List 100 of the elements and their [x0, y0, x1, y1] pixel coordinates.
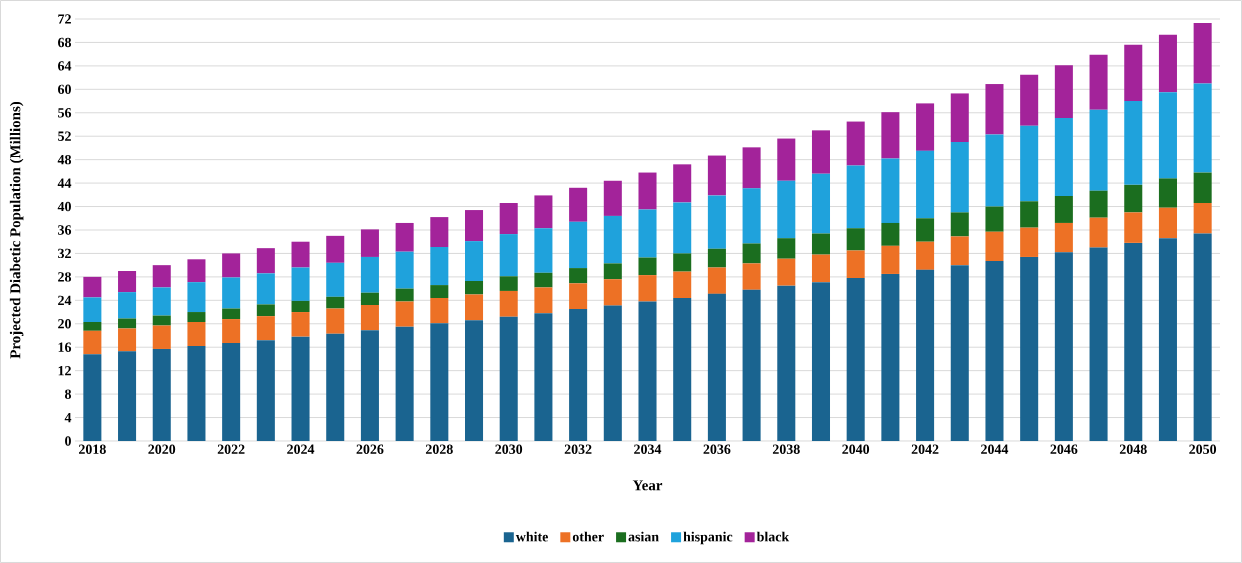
bar: [1193, 23, 1212, 84]
bar: [222, 319, 241, 344]
y-tick-label: 0: [65, 436, 71, 446]
bar: [430, 285, 449, 298]
bar: [465, 280, 484, 295]
bar: [985, 231, 1004, 262]
bar: [742, 147, 761, 189]
bar: [1054, 118, 1073, 196]
x-tick-label: 2042: [911, 444, 939, 454]
bar: [811, 282, 831, 441]
bar: [1193, 233, 1212, 441]
bar: [707, 248, 726, 268]
bar: [152, 287, 171, 316]
bar: [326, 308, 345, 334]
bar: [152, 265, 171, 288]
bar: [1054, 252, 1073, 441]
bar: [360, 256, 379, 293]
bar: [673, 202, 692, 254]
bar: [846, 121, 865, 166]
bar: [638, 172, 657, 210]
bar: [881, 112, 900, 159]
bar: [950, 142, 969, 213]
legend-label: asian: [628, 531, 659, 542]
bar: [707, 293, 726, 441]
bar: [256, 248, 275, 274]
bar: [1158, 92, 1177, 179]
bar: [569, 309, 588, 441]
bar: [881, 158, 900, 223]
y-tick-label: 12: [58, 366, 71, 376]
bar: [916, 241, 935, 270]
bar: [742, 263, 761, 290]
bar: [430, 323, 449, 441]
bar: [499, 276, 518, 291]
y-tick-label: 16: [58, 342, 72, 352]
bar: [603, 180, 622, 216]
bar: [707, 155, 726, 196]
bar: [291, 300, 310, 313]
bar: [1193, 172, 1212, 204]
bar: [777, 180, 796, 239]
bar: [256, 273, 275, 305]
bar: [638, 275, 657, 302]
bar: [673, 297, 692, 441]
bar: [603, 279, 622, 306]
y-tick-label: 20: [58, 319, 71, 329]
bar: [1020, 256, 1039, 441]
x-tick-label: 2020: [148, 444, 176, 454]
bar: [83, 297, 102, 322]
bar: [395, 251, 414, 289]
bar: [638, 257, 657, 276]
x-tick-label: 2048: [1119, 444, 1147, 454]
bar: [118, 351, 137, 441]
y-tick-label: 4: [64, 412, 72, 423]
bar: [534, 195, 553, 229]
bar: [118, 318, 137, 329]
bar: [881, 245, 900, 274]
bar: [811, 233, 831, 255]
bar: [430, 246, 449, 286]
x-tick-label: 2030: [495, 444, 523, 454]
bar: [118, 292, 137, 319]
bar: [187, 312, 206, 322]
bar: [881, 273, 900, 441]
bar: [846, 278, 865, 441]
bar: [569, 221, 588, 269]
bar: [152, 315, 171, 326]
bar: [603, 215, 622, 264]
y-tick-label: 52: [58, 131, 71, 141]
bar: [985, 206, 1004, 232]
bar: [256, 304, 275, 317]
bar: [187, 322, 206, 347]
bar: [1089, 217, 1108, 248]
bar: [1089, 109, 1108, 191]
bar: [707, 267, 726, 294]
bar: [118, 271, 137, 293]
bar: [326, 235, 345, 263]
legend-label: white: [515, 531, 548, 542]
bar: [83, 322, 102, 331]
bar: [430, 217, 449, 247]
bar: [638, 209, 657, 258]
bar: [83, 330, 102, 355]
bar: [291, 267, 310, 301]
bar: [846, 250, 865, 279]
y-tick-label: 32: [58, 248, 71, 259]
bar: [326, 333, 345, 441]
x-tick-label: 2038: [772, 444, 800, 454]
x-tick-label: 2028: [425, 444, 453, 454]
y-tick-label: 72: [58, 14, 71, 24]
y-tick-label: 64: [58, 61, 72, 71]
bar: [1089, 247, 1108, 441]
bar: [985, 84, 1004, 135]
bar: [1020, 125, 1039, 202]
y-tick-label: 8: [64, 389, 72, 399]
bar: [83, 276, 102, 298]
bar: [1089, 54, 1108, 110]
bar: [1020, 227, 1039, 257]
bar: [256, 340, 275, 441]
bar: [950, 212, 969, 237]
bar: [707, 195, 726, 249]
bar: [1124, 101, 1143, 185]
bar: [916, 150, 935, 219]
bar: [499, 316, 518, 441]
